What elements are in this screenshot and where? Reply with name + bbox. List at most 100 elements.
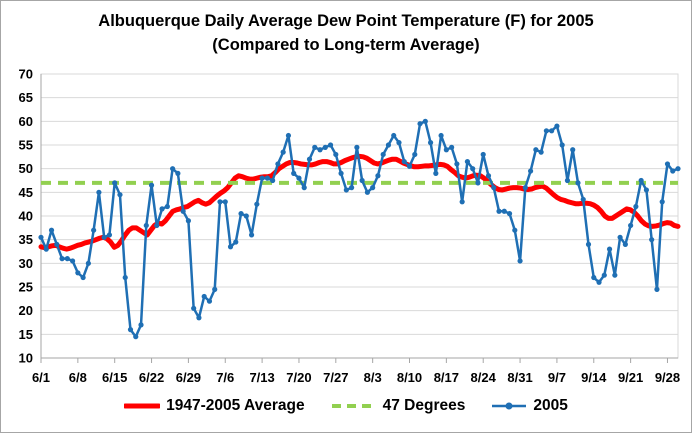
- x-tick-label: 8/10: [397, 370, 422, 385]
- data-point-2005: [217, 199, 223, 205]
- data-point-2005: [133, 334, 139, 340]
- y-tick-label: 65: [19, 90, 33, 105]
- legend-swatch-2005: [492, 402, 527, 410]
- data-point-2005: [106, 232, 113, 238]
- data-point-2005: [538, 149, 544, 155]
- data-point-2005: [43, 246, 49, 252]
- data-point-2005: [549, 128, 555, 134]
- data-point-2005: [127, 327, 134, 333]
- x-tick-label: 6/15: [102, 370, 127, 385]
- data-point-2005: [433, 170, 439, 176]
- y-tick-label: 10: [19, 351, 33, 366]
- x-tick-label: 9/7: [548, 370, 566, 385]
- y-tick-label: 35: [19, 232, 33, 247]
- data-point-2005: [406, 163, 413, 169]
- legend: 1947-2005 Average 47 Degrees 2005: [1, 397, 691, 415]
- data-point-2005: [617, 234, 623, 240]
- legend-marker-2005: [505, 402, 513, 410]
- y-tick-label: 70: [19, 67, 33, 82]
- data-point-2005: [480, 151, 486, 158]
- data-point-2005: [159, 206, 165, 212]
- data-point-2005: [59, 256, 65, 262]
- data-point-2005: [464, 158, 471, 165]
- chart-title: Albuquerque Daily Average Dew Point Temp…: [1, 9, 691, 57]
- data-point-2005: [396, 140, 402, 146]
- data-point-2005: [306, 156, 313, 162]
- data-point-2005: [180, 208, 186, 214]
- x-tick-label: 6/29: [176, 370, 201, 385]
- data-point-2005: [633, 203, 639, 210]
- data-point-2005: [222, 199, 228, 205]
- data-point-2005: [327, 142, 334, 148]
- y-tick-label: 25: [19, 280, 33, 295]
- data-point-2005: [438, 132, 444, 139]
- chart-title-line: Albuquerque Daily Average Dew Point Temp…: [98, 12, 594, 30]
- data-point-2005: [91, 227, 97, 233]
- x-tick-label: 9/28: [655, 370, 680, 385]
- data-point-2005: [75, 270, 81, 276]
- data-point-2005: [443, 147, 449, 153]
- data-point-2005: [385, 142, 392, 148]
- data-point-2005: [412, 151, 418, 158]
- data-point-2005: [80, 274, 86, 281]
- data-point-2005: [375, 173, 381, 179]
- data-point-2005: [301, 185, 307, 191]
- data-point-2005: [580, 196, 586, 203]
- data-point-2005: [238, 211, 244, 217]
- data-point-2005: [275, 161, 281, 167]
- x-tick-label: 8/3: [364, 370, 382, 385]
- data-point-2005: [459, 199, 465, 205]
- data-point-2005: [596, 279, 602, 285]
- data-point-2005: [601, 272, 607, 278]
- data-point-2005: [333, 151, 339, 158]
- data-point-2005: [670, 168, 676, 174]
- data-point-2005: [196, 315, 202, 321]
- data-point-2005: [38, 234, 44, 240]
- data-point-2005: [148, 182, 155, 188]
- legend-entry-2005: 2005: [491, 397, 568, 415]
- data-point-2005: [591, 274, 597, 281]
- x-tick-label: 8/24: [471, 370, 497, 385]
- chart-subtitle-line: (Compared to Long-term Average): [212, 36, 480, 54]
- series-line-2005: [39, 120, 679, 338]
- y-tick-label: 30: [19, 256, 33, 271]
- data-point-2005: [638, 177, 644, 184]
- data-point-2005: [233, 239, 239, 245]
- x-tick-label: 6/22: [139, 370, 164, 385]
- y-tick-label: 15: [19, 327, 33, 342]
- data-point-2005: [664, 161, 671, 167]
- data-point-2005: [585, 241, 592, 247]
- data-point-2005: [675, 166, 681, 172]
- data-point-2005: [485, 173, 492, 179]
- data-point-2005: [506, 211, 513, 217]
- data-point-2005: [564, 177, 571, 184]
- data-point-2005: [491, 185, 497, 191]
- x-tick-label: 6/1: [32, 370, 50, 385]
- data-point-2005: [554, 123, 560, 129]
- y-tick-label: 55: [19, 138, 33, 153]
- data-point-2005: [85, 260, 91, 266]
- data-point-2005: [427, 140, 434, 146]
- x-tick-label: 7/13: [249, 370, 274, 385]
- data-point-2005: [606, 246, 613, 252]
- data-point-2005: [533, 147, 539, 153]
- data-point-2005: [259, 175, 265, 181]
- legend-swatch-47-degrees: [331, 404, 376, 408]
- data-point-2005: [248, 232, 255, 238]
- data-point-2005: [154, 222, 160, 229]
- data-point-2005: [391, 132, 397, 139]
- data-point-2005: [101, 234, 107, 240]
- data-point-2005: [175, 170, 181, 176]
- x-tick-label: 7/20: [286, 370, 311, 385]
- data-point-2005: [312, 144, 318, 150]
- data-point-2005: [254, 201, 260, 207]
- data-point-2005: [522, 185, 528, 191]
- data-point-2005: [122, 274, 128, 281]
- data-point-2005: [370, 185, 376, 191]
- data-point-2005: [517, 258, 523, 264]
- data-point-2005: [201, 293, 207, 300]
- data-point-2005: [206, 298, 213, 304]
- x-tick-label: 9/21: [618, 370, 643, 385]
